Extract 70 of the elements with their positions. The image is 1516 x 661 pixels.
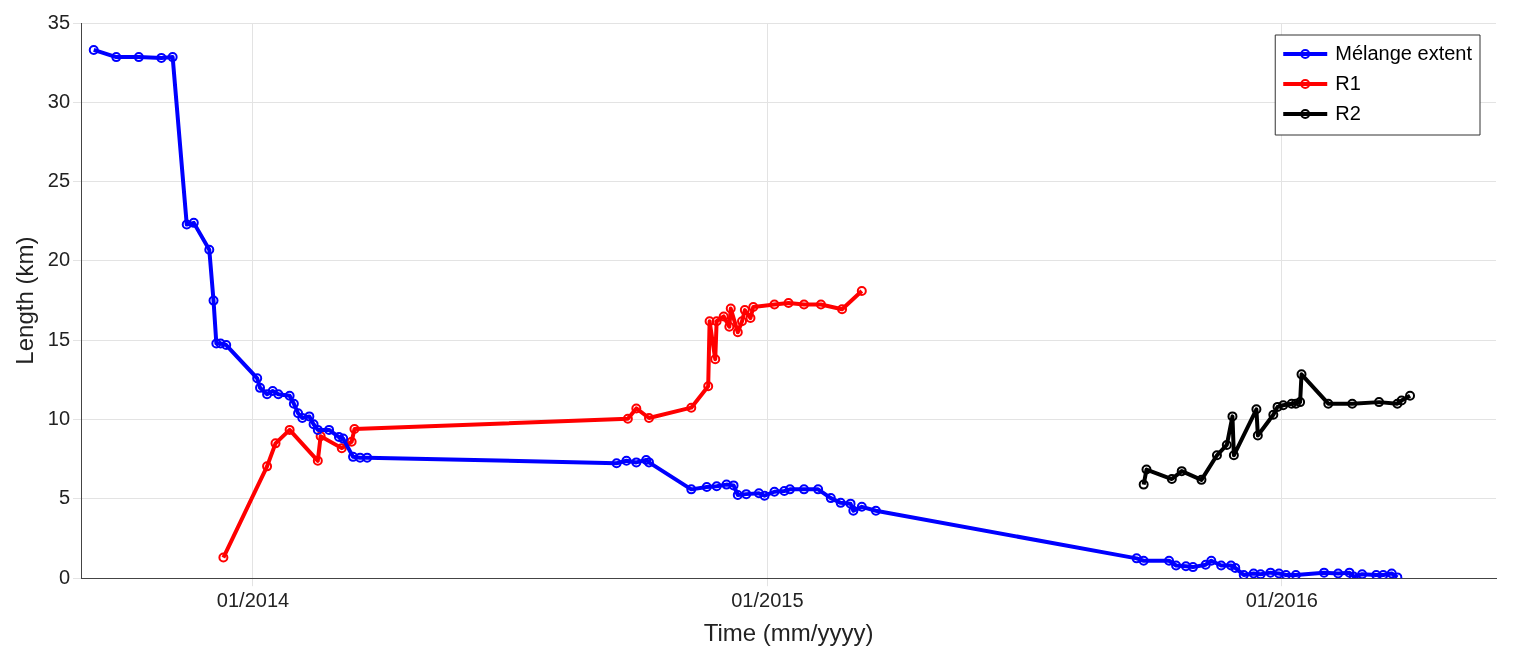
y-tick-label: 15 — [47, 327, 71, 350]
x-axis-title: Time (mm/yyyy) — [703, 619, 874, 647]
point — [1227, 411, 1238, 422]
point — [1323, 398, 1334, 409]
point — [1196, 474, 1207, 485]
point — [1141, 464, 1152, 475]
point — [1251, 404, 1262, 415]
point — [262, 461, 273, 472]
point — [315, 431, 326, 442]
point — [856, 286, 867, 297]
point — [718, 311, 729, 322]
point — [1176, 466, 1187, 477]
point — [686, 402, 697, 413]
y-tick-label: 30 — [47, 89, 71, 112]
point — [1347, 398, 1358, 409]
y-axis-title: Length (km) — [11, 236, 39, 365]
point — [1374, 397, 1385, 408]
point — [1405, 390, 1416, 401]
legend-label: R2 — [1335, 101, 1361, 124]
x-tick-label: 01/2015 — [731, 588, 804, 611]
point — [270, 438, 281, 449]
point — [711, 316, 722, 327]
point — [1252, 430, 1263, 441]
point — [1221, 439, 1232, 450]
point — [769, 299, 780, 310]
point — [799, 299, 810, 310]
y-tick-label: 5 — [58, 486, 71, 509]
point — [336, 443, 347, 454]
point — [1268, 409, 1279, 420]
point — [1272, 401, 1283, 412]
y-tick-label: 35 — [47, 10, 71, 33]
point — [704, 316, 715, 327]
legend-label: Mélange extent — [1335, 41, 1473, 64]
point — [644, 412, 654, 423]
point — [1392, 398, 1403, 409]
point — [724, 321, 735, 332]
point — [349, 424, 360, 435]
point — [284, 424, 295, 435]
point — [631, 403, 642, 414]
point — [815, 299, 826, 310]
point — [1296, 369, 1307, 380]
x-tick-label: 01/2014 — [216, 588, 290, 611]
point — [1286, 398, 1297, 409]
point — [703, 381, 714, 392]
point — [837, 304, 848, 315]
point — [346, 436, 357, 447]
y-tick-label: 10 — [47, 407, 71, 430]
y-tick-label: 0 — [58, 565, 71, 588]
legend-label: R1 — [1335, 71, 1361, 94]
point — [732, 327, 743, 338]
point — [1396, 395, 1407, 406]
point — [1228, 450, 1239, 461]
point — [725, 303, 736, 314]
point — [710, 354, 721, 365]
point — [218, 552, 229, 563]
y-tick-label: 25 — [47, 169, 71, 192]
point — [737, 316, 748, 327]
point — [1278, 400, 1289, 411]
point — [783, 297, 794, 308]
point — [1138, 479, 1149, 490]
point — [1166, 474, 1177, 485]
point — [748, 301, 759, 312]
x-tick-label: 01/2016 — [1245, 588, 1318, 611]
point — [1295, 397, 1306, 408]
point — [312, 455, 323, 466]
y-tick-label: 20 — [47, 248, 71, 271]
point — [622, 413, 633, 424]
point — [1290, 398, 1301, 409]
point — [1211, 450, 1222, 461]
point — [745, 313, 756, 324]
